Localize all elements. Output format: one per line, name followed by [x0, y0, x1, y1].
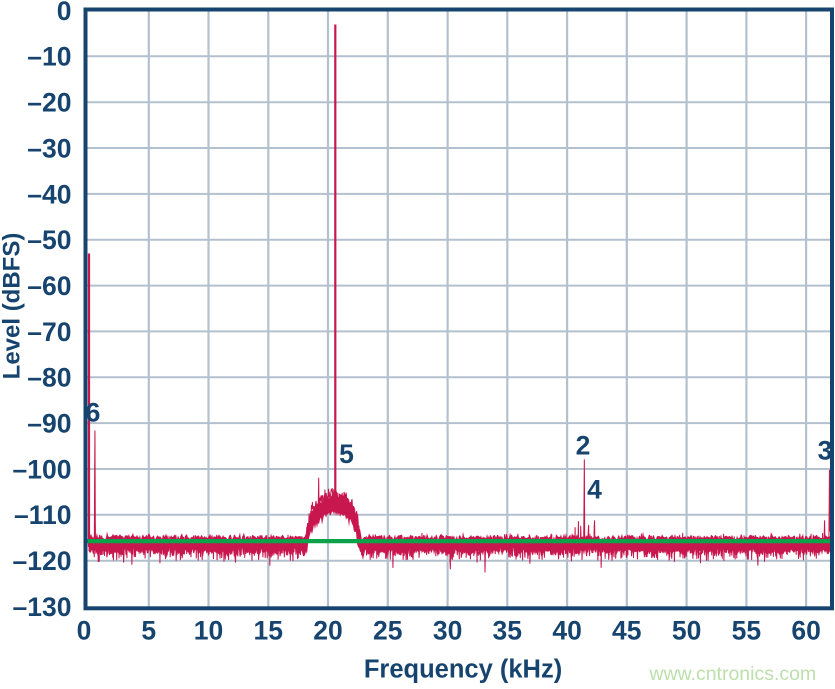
svg-text:–20: –20 [27, 88, 71, 118]
svg-text:40: 40 [552, 616, 581, 646]
svg-text:–120: –120 [13, 546, 72, 576]
svg-text:–60: –60 [27, 271, 71, 301]
svg-text:2: 2 [576, 431, 591, 461]
svg-text:45: 45 [612, 616, 641, 646]
svg-text:www.cntronics.com: www.cntronics.com [648, 663, 816, 685]
svg-text:4: 4 [587, 475, 602, 505]
svg-text:10: 10 [194, 616, 223, 646]
svg-text:60: 60 [791, 616, 820, 646]
svg-text:Frequency (kHz): Frequency (kHz) [364, 656, 562, 684]
svg-text:–110: –110 [14, 500, 72, 530]
svg-text:–90: –90 [27, 409, 71, 439]
svg-text:0: 0 [77, 616, 92, 646]
svg-text:–40: –40 [27, 179, 71, 209]
svg-text:6: 6 [86, 398, 101, 428]
svg-text:55: 55 [732, 616, 761, 646]
svg-text:–130: –130 [13, 592, 72, 622]
svg-text:5: 5 [339, 439, 354, 469]
svg-text:–30: –30 [27, 133, 71, 163]
svg-text:–10: –10 [27, 42, 71, 72]
svg-text:35: 35 [493, 616, 522, 646]
svg-text:20: 20 [313, 616, 342, 646]
svg-text:–70: –70 [27, 317, 71, 347]
svg-text:–80: –80 [27, 363, 71, 393]
svg-text:50: 50 [672, 616, 701, 646]
svg-text:5: 5 [141, 616, 156, 646]
svg-text:0: 0 [57, 0, 72, 26]
svg-text:15: 15 [254, 616, 283, 646]
svg-text:–50: –50 [27, 225, 71, 255]
svg-text:–100: –100 [13, 454, 72, 484]
svg-text:Level (dBFS): Level (dBFS) [0, 233, 26, 380]
svg-text:30: 30 [433, 616, 462, 646]
svg-text:3: 3 [818, 436, 833, 466]
svg-text:25: 25 [373, 616, 402, 646]
